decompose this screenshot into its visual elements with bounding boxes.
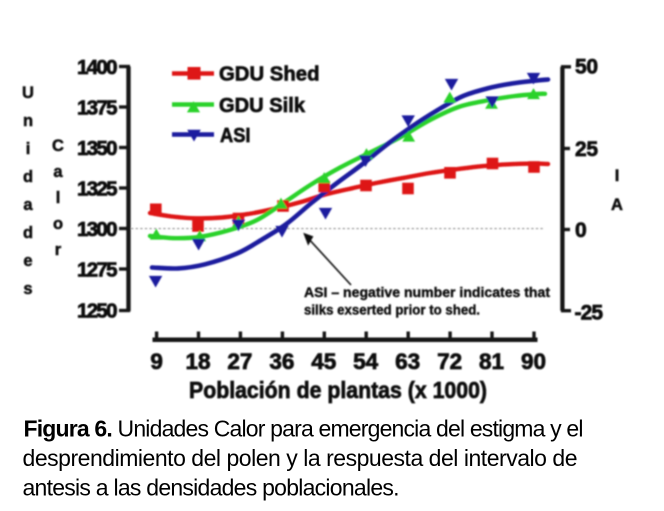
svg-text:25: 25: [575, 138, 598, 161]
svg-text:1400: 1400: [77, 56, 118, 79]
svg-text:54: 54: [353, 349, 379, 374]
svg-text:36: 36: [269, 349, 294, 374]
svg-text:63: 63: [395, 349, 420, 374]
svg-text:50: 50: [575, 56, 598, 79]
svg-text:1250: 1250: [77, 299, 118, 322]
svg-text:1375: 1375: [77, 96, 118, 119]
svg-text:18: 18: [185, 349, 210, 374]
svg-text:81: 81: [479, 349, 504, 374]
svg-text:s: s: [23, 280, 32, 298]
svg-text:1325: 1325: [77, 177, 118, 200]
svg-text:C: C: [52, 137, 64, 155]
svg-text:45: 45: [311, 349, 336, 374]
svg-text:9: 9: [150, 349, 163, 374]
svg-text:o: o: [53, 215, 63, 233]
svg-text:A: A: [611, 196, 623, 214]
svg-text:27: 27: [227, 349, 252, 374]
svg-text:d: d: [23, 168, 33, 186]
svg-text:GDU Silk: GDU Silk: [219, 94, 306, 117]
svg-text:I: I: [615, 167, 620, 185]
svg-text:desprendimiento del polen y la: desprendimiento del polen y la respuesta…: [23, 445, 578, 471]
svg-text:1275: 1275: [77, 258, 118, 281]
svg-text:GDU Shed: GDU Shed: [219, 63, 320, 86]
svg-text:a: a: [53, 163, 63, 181]
svg-text:r: r: [55, 241, 62, 259]
svg-text:1350: 1350: [77, 137, 118, 160]
svg-text:antesis a las densidades pobla: antesis a las densidades poblacionales.: [23, 475, 400, 501]
svg-text:silks exserted prior to shed.: silks exserted prior to shed.: [304, 303, 480, 318]
svg-text:ASI: ASI: [220, 124, 251, 147]
svg-text:d: d: [23, 224, 33, 242]
svg-text:Figura 6. Unidades Calor para: Figura 6. Unidades Calor para emergencia…: [24, 416, 584, 442]
svg-text:1300: 1300: [77, 218, 118, 241]
svg-text:n: n: [23, 112, 33, 130]
svg-text:0: 0: [575, 219, 587, 242]
svg-text:i: i: [26, 140, 31, 158]
svg-text:90: 90: [521, 349, 546, 374]
svg-text:e: e: [23, 252, 32, 270]
svg-text:l: l: [56, 189, 61, 207]
svg-text:-25: -25: [575, 302, 604, 325]
svg-text:U: U: [22, 84, 34, 102]
svg-text:Población de plantas (x 1000): Población de plantas (x 1000): [189, 377, 487, 403]
svg-text:a: a: [23, 196, 33, 214]
svg-text:72: 72: [437, 349, 462, 374]
svg-text:ASI – negative number indicate: ASI – negative number indicates that: [304, 285, 551, 300]
